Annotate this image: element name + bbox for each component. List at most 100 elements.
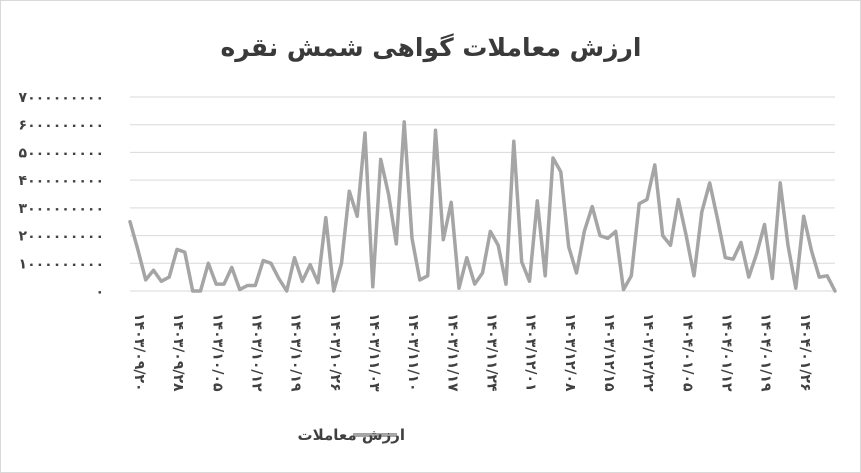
x-tick-label-15: ۱۴۰۴/۰۱/۱۲: [719, 313, 735, 392]
data-point-70: [677, 198, 680, 201]
data-point-88: [818, 275, 821, 279]
data-point-49: [512, 140, 515, 143]
data-point-79: [747, 275, 750, 279]
data-point-67: [653, 163, 656, 167]
data-point-33: [387, 192, 390, 196]
data-point-16: [254, 284, 257, 287]
data-point-84: [786, 244, 790, 247]
data-point-76: [724, 256, 727, 259]
data-point-23: [309, 263, 312, 266]
data-point-45: [481, 271, 484, 275]
data-point-83: [779, 181, 782, 185]
data-point-50: [520, 260, 523, 264]
chart-title: ارزش معاملات گواهی شمش نقره: [220, 33, 641, 63]
data-point-80: [755, 252, 758, 255]
data-point-82: [771, 277, 774, 280]
x-tick-label-4: ۱۴۰۳/۱۰/۱۹: [288, 313, 304, 392]
data-point-39: [434, 129, 437, 132]
y-tick-label-7: ۷۰۰۰۰۰۰۰۰۰: [19, 90, 104, 106]
data-point-34: [395, 242, 398, 246]
legend: ارزش معاملات: [298, 426, 405, 444]
data-point-58: [583, 230, 586, 233]
data-point-7: [183, 251, 186, 254]
x-tick-label-12: ۱۴۰۳/۱۲/۱۵: [601, 313, 617, 392]
x-tick-label-16: ۱۴۰۴/۰۱/۱۹: [758, 313, 774, 392]
y-axis-tick-labels: ۰ ۱۰۰۰۰۰۰۰۰۰ ۲۰۰۰۰۰۰۰۰۰ ۳۰۰۰۰۰۰۰۰۰ ۴۰۰۰۰۰۰۰۰…: [19, 90, 104, 300]
data-point-5: [168, 275, 171, 279]
x-tick-label-1: ۱۴۰۳/۰۹/۲۸: [170, 313, 186, 392]
data-point-13: [230, 266, 233, 269]
data-point-2: [144, 278, 147, 282]
x-tick-label-3: ۱۴۰۳/۱۰/۱۲: [249, 313, 265, 392]
data-point-25: [324, 216, 327, 219]
data-point-48: [504, 282, 508, 286]
data-point-6: [175, 248, 179, 251]
data-point-32: [379, 158, 382, 161]
data-point-9: [199, 289, 202, 293]
data-point-22: [301, 280, 304, 283]
data-point-57: [575, 271, 578, 275]
data-point-31: [371, 285, 374, 288]
data-point-38: [426, 274, 429, 277]
data-point-3: [152, 269, 155, 272]
y-tick-label-2: ۲۰۰۰۰۰۰۰۰۰: [19, 229, 104, 245]
data-point-29: [356, 215, 359, 218]
data-point-12: [222, 282, 226, 286]
data-point-20: [285, 289, 288, 293]
data-point-81: [763, 223, 766, 226]
data-point-53: [544, 274, 547, 277]
data-point-47: [497, 244, 500, 247]
x-axis-tick-labels: ۱۴۰۳/۰۹/۲۰ ۱۴۰۳/۰۹/۲۸ ۱۴۰۳/۱۰/۰۵ ۱۴۰۳/۱۰/۱۲…: [131, 313, 813, 392]
data-point-77: [732, 257, 735, 261]
data-point-90: [833, 289, 837, 293]
data-point-59: [591, 205, 594, 208]
data-point-74: [708, 181, 711, 185]
data-point-52: [536, 199, 539, 203]
data-point-61: [606, 237, 609, 240]
series-layer: [128, 120, 837, 293]
data-point-55: [559, 170, 562, 173]
x-tick-label-17: ۱۴۰۴/۰۱/۲۶: [797, 313, 813, 392]
data-point-86: [802, 215, 805, 218]
x-tick-label-11: ۱۴۰۳/۱۲/۰۸: [562, 313, 578, 392]
data-point-89: [826, 274, 829, 277]
data-point-60: [598, 234, 602, 237]
data-point-75: [716, 217, 719, 221]
x-tick-label-8: ۱۴۰۳/۱۱/۱۷: [444, 313, 460, 392]
x-tick-label-14: ۱۴۰۴/۰۱/۰۵: [679, 313, 695, 392]
data-point-36: [410, 237, 414, 240]
data-point-40: [442, 238, 445, 241]
y-tick-label-4: ۴۰۰۰۰۰۰۰۰۰: [19, 173, 104, 189]
data-point-42: [457, 287, 461, 290]
data-point-43: [465, 256, 468, 259]
y-tick-label-1: ۱۰۰۰۰۰۰۰۰۰: [19, 256, 104, 272]
data-point-68: [661, 234, 664, 237]
data-point-65: [638, 202, 641, 205]
data-point-87: [810, 249, 813, 252]
x-tick-label-7: ۱۴۰۳/۱۱/۱۰: [405, 313, 421, 392]
data-point-64: [630, 274, 633, 277]
data-point-17: [262, 259, 265, 262]
data-point-1: [136, 248, 139, 251]
y-tick-label-6: ۶۰۰۰۰۰۰۰۰۰: [19, 118, 104, 134]
data-point-11: [215, 282, 218, 286]
y-tick-label-3: ۳۰۰۰۰۰۰۰۰۰: [19, 201, 104, 217]
data-point-26: [332, 289, 335, 293]
data-point-28: [348, 190, 351, 193]
legend-label: ارزش معاملات: [298, 426, 405, 444]
data-point-21: [293, 256, 296, 259]
x-tick-label-13: ۱۴۰۳/۱۲/۲۲: [640, 313, 656, 392]
data-point-35: [403, 120, 406, 124]
data-point-24: [316, 281, 320, 284]
x-tick-label-0: ۱۴۰۳/۰۹/۲۰: [131, 313, 147, 392]
x-tick-label-10: ۱۴۰۳/۱۲/۰۱: [523, 313, 539, 392]
x-tick-label-2: ۱۴۰۳/۱۰/۰۵: [209, 313, 225, 392]
data-point-37: [418, 278, 421, 282]
data-point-54: [551, 156, 555, 160]
data-point-69: [669, 244, 672, 247]
y-tick-label-5: ۵۰۰۰۰۰۰۰۰۰: [19, 145, 104, 161]
y-tick-label-0: ۰: [95, 284, 104, 300]
data-point-19: [277, 277, 280, 280]
